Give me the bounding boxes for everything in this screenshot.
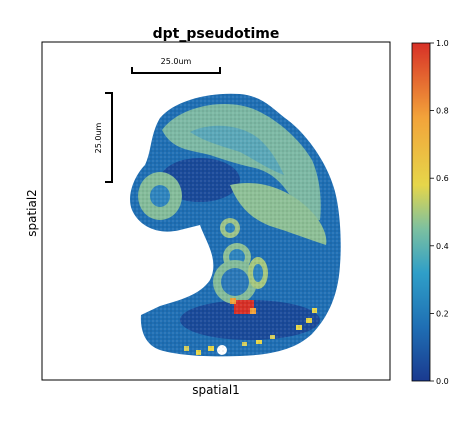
colorbar-tick-label: 0.4 [436, 242, 449, 251]
colorbar-tick-label: 1.0 [436, 39, 449, 48]
horizontal-scalebar: 25.0um [131, 57, 221, 74]
y-axis-label: spatial2 [25, 189, 39, 237]
chart-title: dpt_pseudotime [153, 26, 280, 42]
colorbar-ticks: 0.0 0.2 0.4 0.6 0.8 1.0 [430, 39, 449, 386]
colorbar-tick-label: 0.8 [436, 107, 449, 116]
vertical-scalebar-label: 25.0um [94, 122, 103, 153]
colorbar-tick-label: 0.2 [436, 309, 449, 318]
colorbar-tick-label: 0.0 [436, 377, 449, 386]
tissue-heatmap [130, 93, 341, 357]
colorbar-tick-label: 0.6 [436, 174, 449, 183]
colorbar-gradient [411, 42, 431, 382]
x-axis-label: spatial1 [192, 383, 240, 397]
colorbar: 0.0 0.2 0.4 0.6 0.8 1.0 [411, 39, 449, 386]
vertical-scalebar: 25.0um [94, 92, 113, 183]
horizontal-scalebar-label: 25.0um [161, 57, 192, 66]
